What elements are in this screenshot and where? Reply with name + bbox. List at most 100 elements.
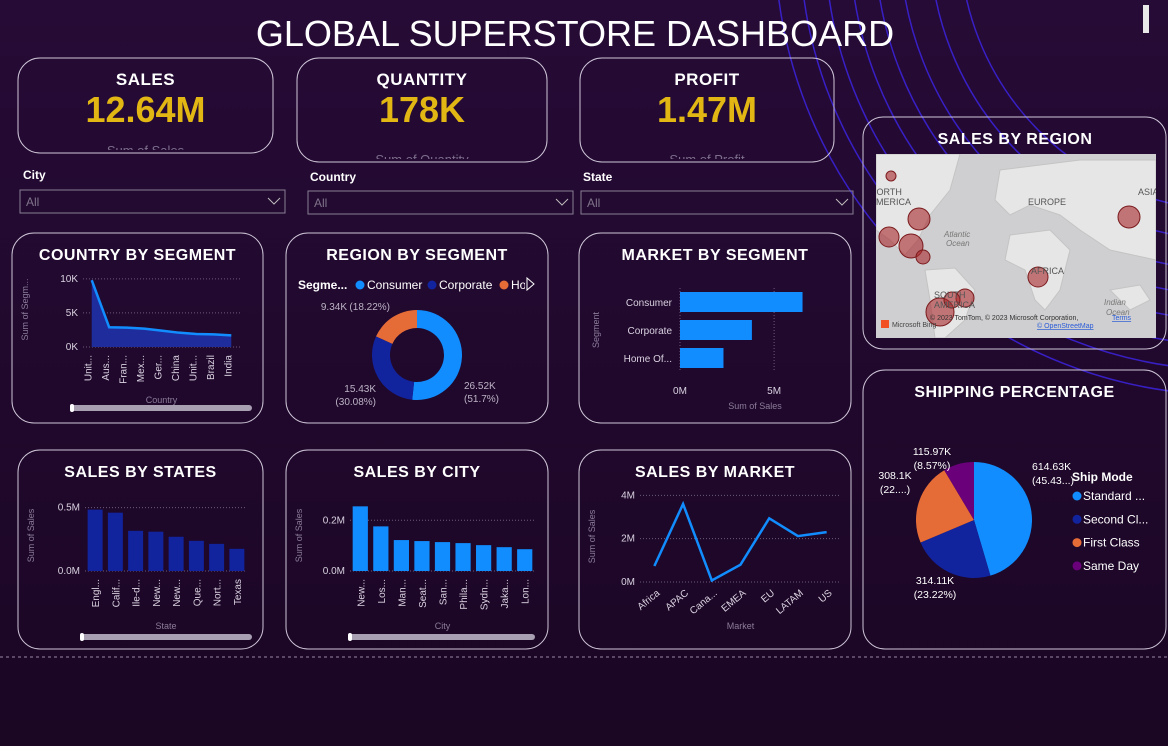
map-terms[interactable]: Terms — [1112, 315, 1132, 322]
pie-slice — [974, 462, 1032, 576]
legend-swatch — [499, 280, 509, 290]
bar — [496, 547, 512, 571]
scroll-thumb[interactable] — [80, 633, 84, 641]
legend-label: Home Office — [511, 278, 578, 292]
slicer-label: Country — [310, 170, 356, 184]
map-bubble — [915, 249, 931, 265]
y-axis-title: Segment — [591, 311, 601, 348]
chart-panel — [11, 232, 264, 424]
scrollbar[interactable] — [1143, 5, 1149, 33]
chart-title: COUNTRY BY SEGMENT — [39, 247, 236, 264]
x-tick-label: New... — [152, 579, 163, 607]
x-tick-label: 5M — [767, 386, 781, 397]
x-tick-label: Los... — [377, 579, 388, 603]
bar — [352, 506, 368, 571]
x-tick-label: Unit... — [84, 355, 95, 381]
x-tick-label: Engl... — [91, 579, 102, 607]
chart-title: SHIPPING PERCENTAGE — [914, 384, 1114, 401]
scrollbar[interactable] — [348, 634, 535, 640]
x-tick-label: Ile-d... — [132, 579, 143, 607]
chart-panel — [862, 369, 1167, 650]
y-tick-label: 0.5M — [58, 503, 80, 514]
bar — [476, 545, 492, 571]
map-label: AFRICA — [1031, 266, 1064, 276]
percent-label: (8.57%) — [914, 460, 951, 472]
legend-label: Same Day — [1083, 559, 1139, 573]
x-tick-label: Lon... — [521, 579, 532, 604]
map-label: ASIA — [1138, 187, 1159, 197]
map-panel — [862, 116, 1167, 350]
bar — [128, 530, 144, 571]
slicer-value: All — [26, 195, 39, 209]
slicer-chevron — [267, 197, 281, 205]
legend-label: Second Cl... — [1083, 512, 1148, 526]
bar — [168, 536, 184, 571]
bar — [434, 542, 451, 571]
y-tick-label: Home Of... — [624, 354, 672, 365]
map-osm[interactable]: © OpenStreetMap — [1037, 322, 1094, 330]
map-label: SOUTH — [934, 290, 966, 300]
map-bubble — [885, 170, 897, 182]
scrollbar[interactable] — [70, 405, 252, 411]
map-provider: Microsoft Bing — [892, 322, 936, 329]
scroll-thumb[interactable] — [348, 633, 352, 641]
x-tick-label: Phila... — [459, 579, 470, 610]
y-axis-title: Sum of Segm... — [20, 278, 30, 340]
kpi-label: SALES — [116, 70, 175, 89]
legend-label: Corporate — [439, 278, 493, 292]
chart-title: REGION BY SEGMENT — [326, 247, 508, 264]
scrollbar[interactable] — [80, 634, 252, 640]
y-tick-label: Corporate — [628, 326, 673, 337]
slicer-box[interactable] — [19, 189, 286, 214]
x-tick-label: China — [171, 355, 182, 382]
map-land — [1108, 284, 1151, 311]
map-label: Indian — [1104, 298, 1126, 307]
y-axis-title: Sum of Sales — [26, 508, 36, 562]
percent-label: (51.7%) — [464, 394, 499, 405]
bar — [229, 548, 245, 571]
x-tick-label: New... — [356, 579, 367, 607]
kpi-value: 178K — [379, 89, 465, 130]
chart-panel — [17, 449, 264, 650]
map-bubble — [898, 233, 924, 259]
x-tick-label: Jaka... — [500, 579, 511, 608]
kpi-value: 12.64M — [85, 89, 205, 130]
legend-swatch — [1072, 514, 1082, 524]
map-title: SALES BY REGION — [938, 131, 1093, 148]
slicer-label: City — [23, 168, 46, 182]
kpi-card — [579, 57, 835, 163]
value-label: 308.1K — [878, 470, 911, 482]
x-tick-label: India — [223, 355, 234, 377]
area — [91, 280, 232, 347]
y-axis-title: Sum of Sales — [294, 508, 304, 562]
bar — [209, 543, 225, 571]
x-tick-label: Sydn... — [480, 579, 491, 610]
slicer-value: All — [587, 196, 600, 210]
slicer-box[interactable] — [307, 190, 574, 215]
value-label: 314.11K — [916, 575, 954, 587]
x-tick-label: Texas — [233, 579, 244, 605]
bar — [455, 543, 471, 571]
y-tick-label: 0.0M — [323, 566, 345, 577]
chart-title: SALES BY CITY — [353, 464, 480, 481]
percent-label: (23.22%) — [914, 589, 957, 601]
chart-title: SALES BY MARKET — [635, 464, 795, 481]
value-label: 614.63K — [1032, 461, 1071, 473]
legend-swatch — [427, 280, 437, 290]
scroll-thumb[interactable] — [70, 404, 74, 412]
x-tick-label: Que... — [192, 579, 203, 606]
percent-label: (18.22%) — [349, 302, 390, 313]
x-tick-label: Brazil — [206, 355, 217, 380]
bar — [393, 540, 409, 571]
kpi-caption: Sum of Quantity — [375, 152, 469, 167]
donut-slice — [412, 310, 462, 400]
bar — [680, 348, 724, 368]
slicer-box[interactable] — [580, 190, 854, 215]
legend-next[interactable] — [526, 276, 535, 292]
bar — [107, 512, 123, 571]
legend-label: Standard ... — [1083, 489, 1145, 503]
x-tick-label: Man... — [397, 579, 408, 607]
kpi-caption: Sum of Profit — [669, 152, 745, 167]
slicer-chevron — [555, 198, 569, 206]
